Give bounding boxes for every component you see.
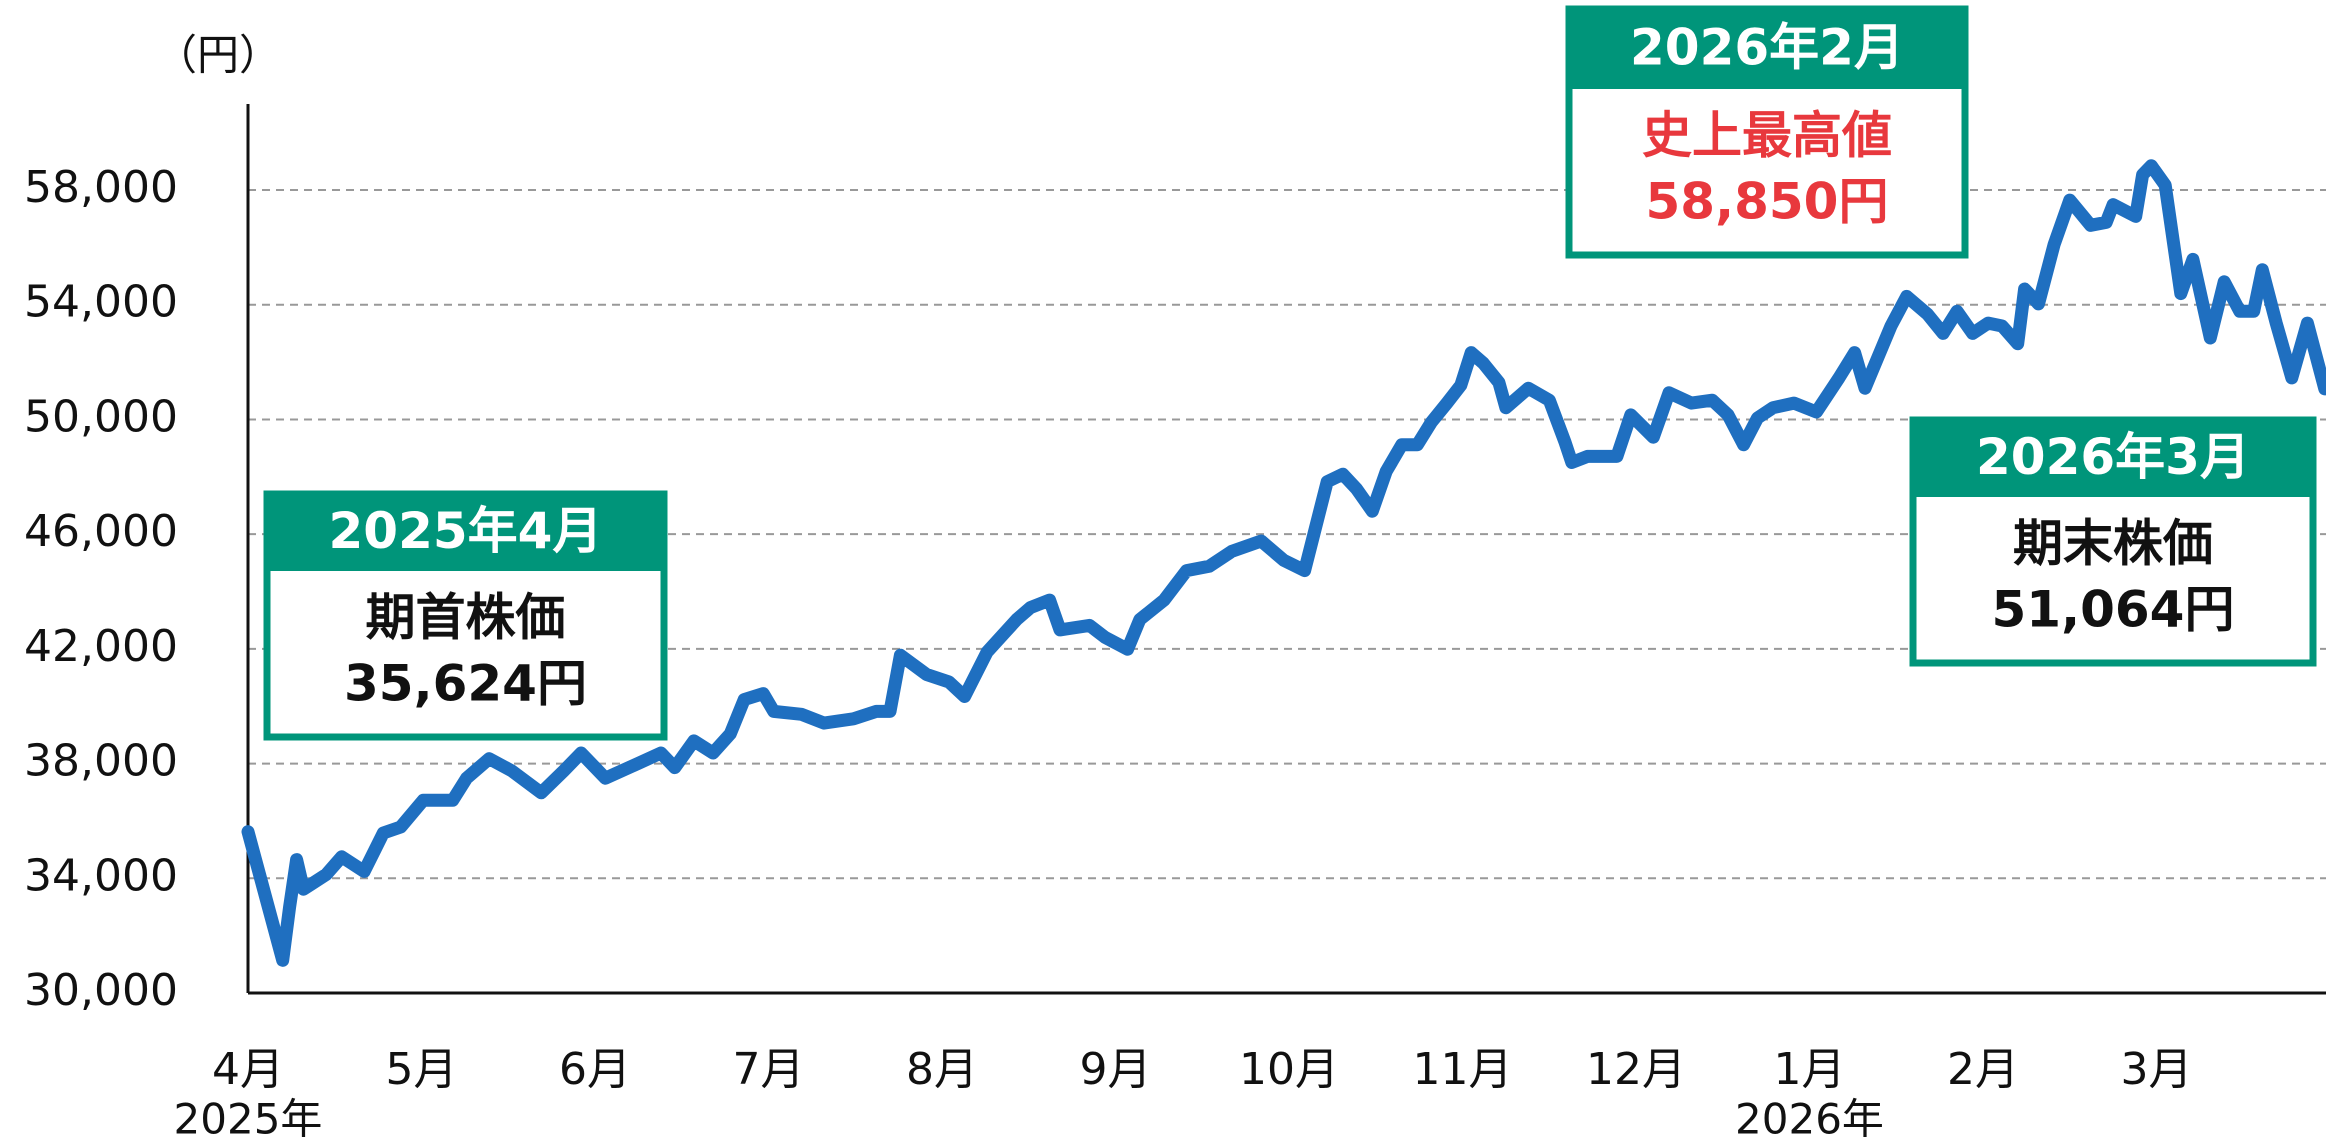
annotation-header: 2026年2月	[1630, 19, 1904, 77]
year-label: 2025年	[174, 1095, 323, 1141]
y-tick-label: 58,000	[24, 162, 178, 213]
annotation-header-bg	[1569, 9, 1965, 89]
x-tick-label: 9月	[1080, 1044, 1152, 1095]
y-tick-label: 54,000	[24, 277, 178, 328]
x-tick-label: 4月	[212, 1044, 284, 1095]
y-tick-label: 46,000	[24, 506, 178, 557]
x-tick-label: 3月	[2121, 1044, 2193, 1095]
year-label: 2026年	[1735, 1095, 1884, 1141]
x-tick-label: 11月	[1413, 1044, 1513, 1095]
annotation-header: 2025年4月	[329, 502, 603, 560]
annotation-line: 51,064円	[1992, 581, 2235, 639]
x-tick-label: 10月	[1239, 1044, 1339, 1095]
y-unit: （円）	[155, 31, 281, 80]
y-tick-label: 42,000	[24, 621, 178, 672]
y-tick-label: 50,000	[24, 391, 178, 442]
annotation-header-bg	[267, 494, 664, 571]
y-tick-label: 30,000	[24, 965, 178, 1016]
price-line	[241, 159, 2326, 967]
x-tick-label: 5月	[386, 1044, 458, 1095]
annotation-header: 2026年3月	[1976, 428, 2250, 486]
x-tick-label: 7月	[733, 1044, 805, 1095]
x-tick-label: 2月	[1947, 1044, 2019, 1095]
annotation-header-bg	[1913, 420, 2313, 497]
annotation-line: 35,624円	[344, 655, 587, 713]
y-tick-label: 38,000	[24, 736, 178, 787]
x-tick-label: 12月	[1586, 1044, 1686, 1095]
y-tick-label: 34,000	[24, 850, 178, 901]
x-tick-label: 6月	[559, 1044, 631, 1095]
annotation-line: 期末株価	[2013, 514, 2213, 572]
x-tick-label: 8月	[906, 1044, 978, 1095]
annotation-line: 史上最高値	[1642, 106, 1892, 164]
annotation-line: 期首株価	[366, 588, 566, 646]
annotation-line: 58,850円	[1646, 173, 1889, 231]
x-tick-label: 1月	[1774, 1044, 1846, 1095]
